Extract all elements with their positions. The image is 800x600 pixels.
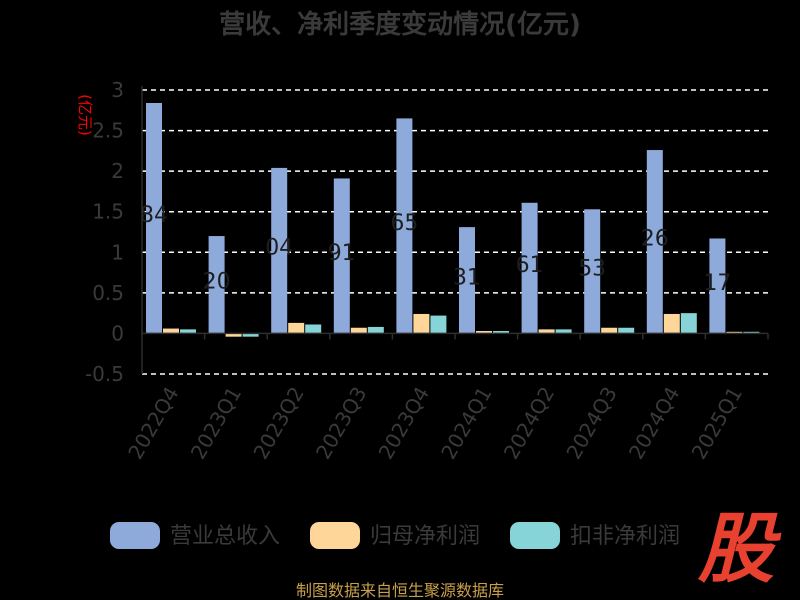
data-label: 53 bbox=[578, 256, 606, 281]
legend-swatch bbox=[510, 522, 560, 549]
legend-swatch bbox=[110, 522, 160, 549]
bar-revenue bbox=[271, 167, 288, 334]
y-tick-label: 0 bbox=[111, 321, 124, 345]
axes bbox=[141, 86, 769, 374]
data-labels: 84 20 04 91 65 31 61 53 26 17 bbox=[140, 203, 731, 296]
data-label: 26 bbox=[641, 227, 669, 252]
bar-deducted-net-profit bbox=[743, 331, 760, 334]
y-tick-label: 1.5 bbox=[92, 200, 124, 224]
x-tick-label: 2022Q4 bbox=[123, 383, 183, 464]
x-tick-label: 2024Q2 bbox=[499, 383, 559, 464]
y-axis-label: (亿元) bbox=[76, 94, 94, 136]
x-tick-label: 2025Q1 bbox=[687, 383, 747, 464]
y-tick-label: 2 bbox=[111, 159, 124, 183]
bar-revenue bbox=[396, 118, 413, 334]
bar-net-profit bbox=[726, 331, 743, 334]
bar-revenue bbox=[459, 227, 475, 334]
bar-net-profit bbox=[225, 333, 242, 337]
logo-glyph: 股 bbox=[697, 504, 782, 593]
bar-revenue bbox=[333, 178, 350, 334]
chart-title: 营收、净利季度变动情况(亿元) bbox=[219, 9, 581, 40]
data-label: 31 bbox=[453, 265, 481, 290]
y-ticks: 3 2.5 2 1.5 1 0.5 0 -0.5 bbox=[85, 78, 124, 386]
bar-revenue bbox=[646, 150, 663, 334]
x-tick-label: 2023Q1 bbox=[186, 383, 246, 464]
bar-deducted-net-profit bbox=[430, 315, 447, 334]
bar-deducted-net-profit bbox=[305, 324, 322, 334]
legend-swatch bbox=[310, 522, 360, 549]
bar-net-profit bbox=[601, 327, 618, 334]
x-tick-label: 2023Q2 bbox=[248, 383, 308, 464]
y-tick-label: 1 bbox=[111, 240, 124, 264]
data-label: 20 bbox=[203, 270, 231, 295]
y-tick-label: 0.5 bbox=[92, 281, 124, 305]
bars bbox=[146, 102, 760, 337]
bar-revenue bbox=[146, 102, 162, 334]
legend-label: 归母净利润 bbox=[370, 524, 480, 549]
data-label: 84 bbox=[140, 203, 168, 228]
y-tick-label: 2.5 bbox=[92, 119, 124, 143]
x-tick-label: 2024Q3 bbox=[561, 383, 621, 464]
bar-deducted-net-profit bbox=[555, 329, 572, 334]
x-ticks: 2022Q4 2023Q1 2023Q2 2023Q3 2023Q4 2024Q1 2024… bbox=[123, 383, 747, 464]
bar-deducted-net-profit bbox=[493, 330, 509, 334]
bar-net-profit bbox=[663, 313, 680, 334]
data-label: 91 bbox=[328, 241, 356, 266]
bar-revenue bbox=[709, 238, 726, 334]
bar-net-profit bbox=[350, 327, 367, 334]
bar-revenue bbox=[521, 202, 538, 334]
x-tick-label: 2023Q3 bbox=[311, 383, 371, 464]
data-label: 04 bbox=[265, 236, 293, 261]
bar-net-profit bbox=[538, 329, 555, 334]
bar-deducted-net-profit bbox=[180, 329, 196, 334]
x-tick-label: 2023Q4 bbox=[374, 383, 434, 464]
legend: 营业总收入 归母净利润 扣非净利润 bbox=[110, 522, 680, 549]
data-label: 61 bbox=[516, 253, 544, 278]
y-tick-label: -0.5 bbox=[85, 362, 124, 386]
bar-net-profit bbox=[413, 313, 430, 334]
bar-net-profit bbox=[163, 328, 179, 334]
bar-deducted-net-profit bbox=[367, 326, 384, 334]
bar-deducted-net-profit bbox=[680, 313, 697, 334]
legend-label: 营业总收入 bbox=[170, 524, 280, 549]
y-tick-label: 3 bbox=[111, 78, 124, 102]
data-label: 65 bbox=[390, 211, 418, 236]
bar-deducted-net-profit bbox=[618, 327, 635, 334]
bar-revenue bbox=[208, 236, 225, 334]
x-tick-label: 2024Q4 bbox=[624, 383, 684, 464]
bar-revenue bbox=[584, 209, 601, 334]
bar-net-profit bbox=[288, 322, 305, 334]
bar-net-profit bbox=[476, 330, 492, 334]
bar-deducted-net-profit bbox=[242, 333, 259, 337]
x-tick-label: 2024Q1 bbox=[436, 383, 496, 464]
source-note: 制图数据来自恒生聚源数据库 bbox=[296, 581, 504, 600]
data-label: 17 bbox=[703, 271, 731, 296]
legend-label: 扣非净利润 bbox=[570, 524, 680, 549]
